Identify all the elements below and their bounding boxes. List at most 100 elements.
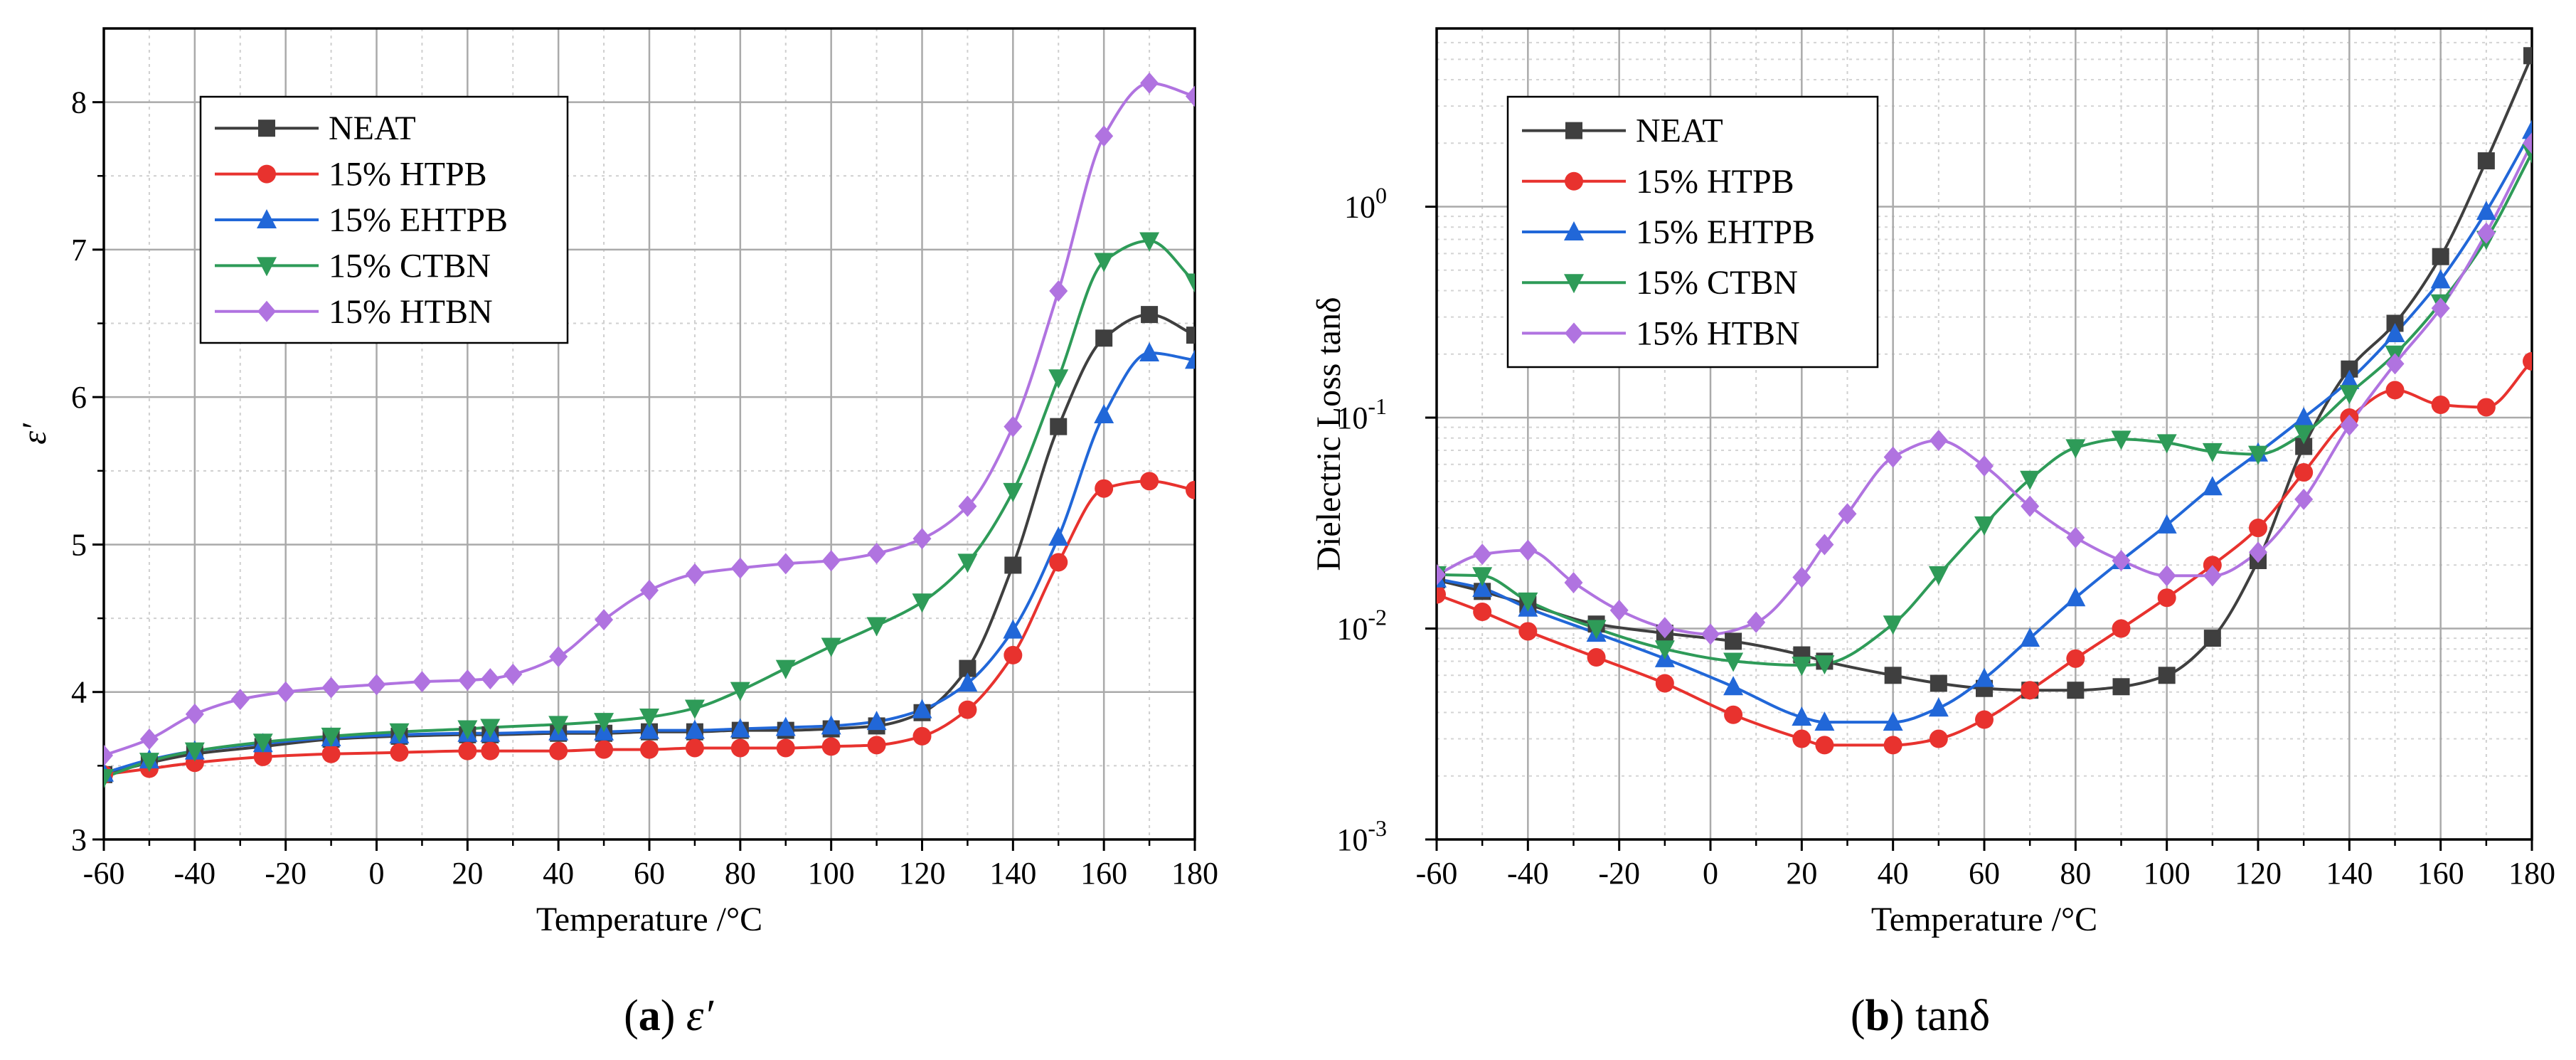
data-point-15pct-htpb [2476,398,2496,417]
x-tick-label: 0 [1703,856,1718,891]
data-point-15pct-htbn [1140,72,1159,94]
legend-marker-15pct-htbn [257,300,276,322]
data-point-15pct-htbn [2523,132,2532,154]
data-point-15pct-htpb [1049,553,1068,572]
data-point-15pct-ctbn [1792,657,1812,677]
data-point-15pct-ctbn [821,637,841,657]
data-point-15pct-htpb [867,736,886,755]
data-point-15pct-htpb [2066,649,2085,668]
data-point-neat [1884,667,1902,684]
x-tick-label: 120 [899,856,946,891]
data-point-15pct-htpb [2157,588,2176,608]
x-tick-label: 160 [2417,856,2464,891]
y-tick-label: 10-3 [1336,815,1387,857]
data-point-15pct-htpb [1883,736,1902,755]
data-point-15pct-ctbn [321,727,341,747]
x-tick-label: -20 [265,856,307,891]
legend-label-15pct-htbn: 15% HTBN [329,293,493,331]
data-point-15pct-htbn [867,542,886,564]
data-point-15pct-ehtpb [2385,323,2405,343]
data-point-15pct-htpb [1095,479,1114,498]
series-group [104,72,1195,788]
data-point-15pct-ctbn [1723,652,1744,672]
data-point-15pct-htbn [481,668,500,690]
data-point-neat [2203,630,2221,647]
data-point-15pct-htbn [104,744,113,766]
x-tick-label: 80 [2060,856,2091,891]
legend-label-15pct-htbn: 15% HTBN [1636,314,1800,352]
legend-a: NEAT 15% HTPB 15% EHTPB 15% CTBN 15% HTBN [199,95,569,344]
data-point-15pct-ctbn [866,617,887,637]
x-tick-label: 40 [1878,856,1909,891]
data-point-15pct-ctbn [2294,425,2314,445]
data-point-15pct-htbn [912,528,932,550]
data-point-neat [2523,47,2532,65]
data-point-15pct-ehtpb [2430,269,2451,289]
data-point-15pct-ehtpb [730,718,750,738]
data-point-15pct-ehtpb [957,672,978,692]
data-point-15pct-ctbn [1518,592,1538,612]
data-point-neat [1141,306,1159,324]
data-point-15pct-ctbn [2202,442,2223,462]
data-point-15pct-htbn [1655,617,1674,639]
data-point-15pct-htbn [549,645,568,667]
data-point-15pct-htpb [821,737,841,756]
data-point-15pct-ctbn [2020,470,2040,490]
legend-marker-15pct-ehtpb [257,209,277,228]
caption-b: (b) tanδ [1851,992,1990,1040]
data-point-15pct-ctbn [639,708,659,728]
data-point-neat [2112,678,2130,696]
data-point-15pct-ctbn [252,733,273,753]
data-point-15pct-htpb [1473,603,1492,622]
data-point-15pct-ehtpb [1472,578,1493,598]
data-point-15pct-htbn [2021,495,2040,517]
data-point-15pct-ehtpb [1094,404,1114,424]
data-point-15pct-htbn [458,669,477,691]
data-point-15pct-htbn [1518,539,1538,561]
y-tick-label: 10-1 [1336,393,1387,435]
data-point-15pct-htbn [139,728,159,751]
legend-marker-15pct-htbn [1565,322,1583,344]
data-point-15pct-htbn [2203,565,2222,587]
data-point-15pct-ctbn [480,719,501,738]
x-tick-label: 100 [808,856,855,891]
x-tick-label: 120 [2235,856,2282,891]
data-point-15pct-htbn [1473,544,1492,566]
data-point-15pct-ehtpb [2522,120,2532,139]
data-point-neat [1095,329,1113,347]
data-point-15pct-htbn [1883,446,1902,468]
data-point-15pct-htbn [1564,572,1583,594]
data-point-15pct-ehtpb [1974,667,1994,687]
legend-b: NEAT 15% HTPB 15% EHTPB 15% CTBN 15% HTBN [1506,95,1879,369]
y-tick-label: 10-2 [1336,605,1387,647]
data-point-15pct-htpb [549,741,568,760]
data-point-15pct-ehtpb [912,699,932,719]
data-point-15pct-htpb [2112,619,2131,638]
data-point-neat [1050,418,1068,435]
legend-marker-15pct-ctbn [257,257,277,277]
data-point-15pct-htpb [2021,681,2040,700]
data-point-15pct-htbn [2249,541,2267,563]
x-tick-label: 20 [1786,856,1817,891]
data-point-15pct-ehtpb [866,711,887,731]
x-tick-label: 20 [452,856,483,891]
data-point-15pct-ctbn [548,716,569,736]
data-point-15pct-ehtpb [639,719,659,739]
legend-marker-15pct-htpb [1565,171,1583,191]
legend-marker-15pct-ctbn [1564,274,1584,294]
data-point-15pct-ehtpb [1928,697,1949,717]
y-tick-label: 4 [71,675,87,710]
data-point-15pct-ctbn [1586,620,1607,640]
data-point-15pct-htbn [595,609,614,631]
data-point-15pct-htbn [1609,599,1629,621]
data-point-neat [2477,152,2495,170]
data-point-15pct-htpb [1655,674,1674,693]
data-point-neat [1930,674,1947,692]
data-point-15pct-htpb [958,700,977,719]
legend-label-neat: NEAT [1636,112,1723,150]
data-point-15pct-ctbn [104,768,114,788]
data-point-15pct-ctbn [2065,439,2086,459]
data-point-15pct-htbn [2157,565,2176,587]
data-point-15pct-htpb [2385,381,2405,400]
